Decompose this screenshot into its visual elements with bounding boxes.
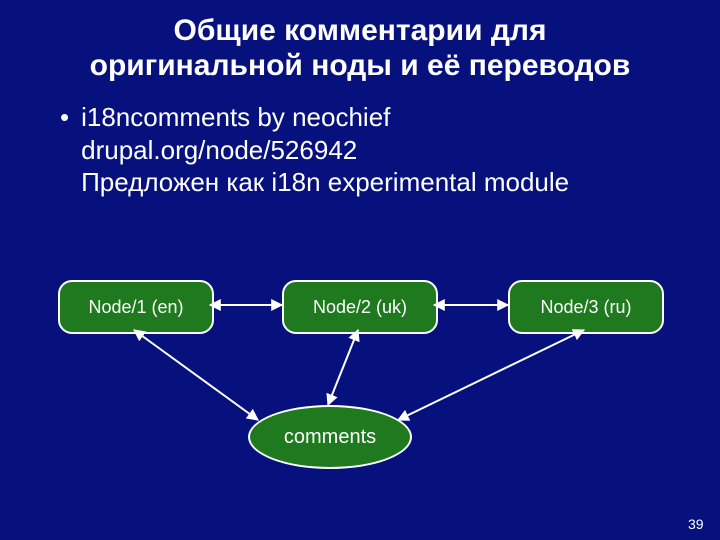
node-1-en: Node/1 (en) — [58, 280, 214, 334]
bullet-item: • i18ncomments by neochief drupal.org/no… — [60, 101, 680, 199]
node-2-uk: Node/2 (uk) — [282, 280, 438, 334]
node-3-ru: Node/3 (ru) — [508, 280, 664, 334]
slide-title: Общие комментарии для оригинальной ноды … — [0, 0, 720, 83]
page-number-text: 39 — [688, 516, 704, 532]
bullet-line3: Предложен как i18n experimental module — [81, 167, 569, 197]
bullet-line1: i18ncomments by neochief — [81, 102, 390, 132]
edge — [328, 330, 358, 405]
bullet-dot-icon: • — [60, 101, 69, 134]
slide: Общие комментарии для оригинальной ноды … — [0, 0, 720, 540]
node-2-label: Node/2 (uk) — [313, 297, 407, 318]
node-3-label: Node/3 (ru) — [540, 297, 631, 318]
bullet-list: • i18ncomments by neochief drupal.org/no… — [0, 101, 720, 199]
page-number: 39 — [688, 516, 704, 532]
bullet-text: i18ncomments by neochief drupal.org/node… — [81, 101, 569, 199]
bullet-line2: drupal.org/node/526942 — [81, 135, 357, 165]
title-line1: Общие комментарии для — [174, 14, 547, 47]
comments-label: comments — [284, 426, 376, 449]
comments-ellipse: comments — [248, 405, 412, 469]
title-line2: оригинальной ноды и её переводов — [90, 49, 631, 82]
edge — [134, 330, 258, 420]
edge — [398, 330, 584, 420]
node-1-label: Node/1 (en) — [88, 297, 183, 318]
